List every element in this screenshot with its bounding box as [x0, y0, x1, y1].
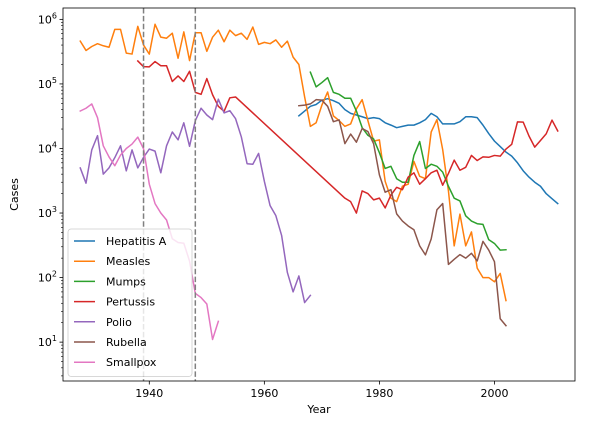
series-line-mumps	[309, 71, 507, 251]
legend-label: Smallpox	[106, 356, 157, 369]
series-line-hepatitis-a	[297, 97, 559, 205]
legend-label: Mumps	[106, 275, 146, 288]
legend-label: Measles	[106, 255, 151, 268]
y-tick-label: 103	[38, 205, 57, 220]
series-line-measles	[79, 23, 507, 302]
x-tick-label: 1940	[135, 387, 163, 400]
legend: Hepatitis A Measles Mumps Pertussis Polio Rub…	[67, 228, 193, 377]
y-tick-label: 105	[38, 76, 57, 91]
y-tick-label: 106	[38, 11, 57, 26]
x-tick-label: 1980	[365, 387, 393, 400]
series-line-pertussis	[136, 59, 559, 214]
y-axis-label: Cases	[8, 178, 21, 211]
x-axis: 1940 1960 1980 2000	[135, 381, 508, 400]
x-axis-label: Year	[306, 403, 331, 416]
legend-label: Hepatitis A	[106, 235, 167, 248]
y-tick-label: 102	[38, 270, 57, 285]
legend-label: Rubella	[106, 336, 147, 349]
legend-box	[67, 228, 193, 377]
series-line-rubella	[298, 98, 508, 327]
legend-label: Pertussis	[106, 296, 155, 309]
x-tick-label: 1960	[250, 387, 278, 400]
plot-frame	[62, 7, 576, 382]
y-axis: 101 102 103 104 105 106	[38, 11, 63, 377]
y-tick-label: 101	[38, 334, 57, 349]
y-tick-label: 104	[38, 140, 57, 155]
legend-label: Polio	[106, 316, 132, 329]
x-tick-label: 2000	[480, 387, 508, 400]
